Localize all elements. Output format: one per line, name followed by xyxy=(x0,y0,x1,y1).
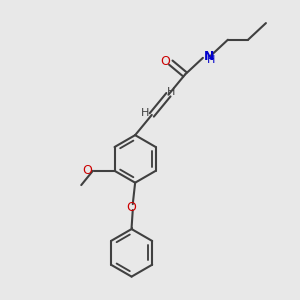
Text: H: H xyxy=(167,87,175,97)
Text: H: H xyxy=(207,55,215,64)
Text: O: O xyxy=(126,202,136,214)
Text: O: O xyxy=(160,55,170,68)
Text: O: O xyxy=(82,164,92,177)
Text: H: H xyxy=(141,108,149,118)
Text: N: N xyxy=(204,50,214,64)
